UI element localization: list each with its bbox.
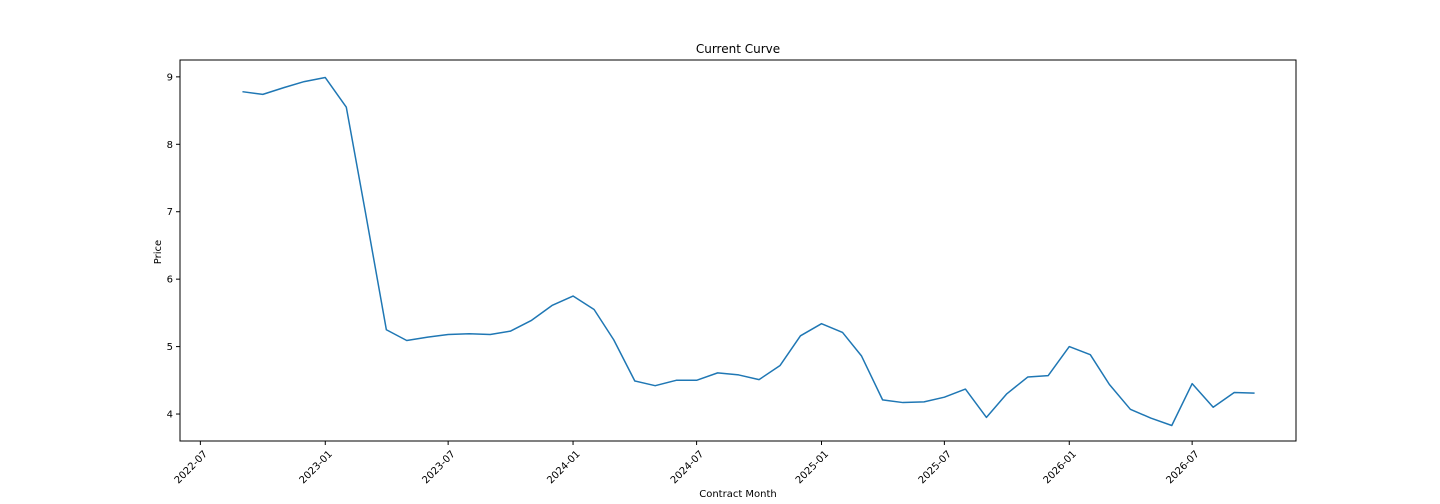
x-axis-label: Contract Month [699,489,777,500]
y-tick-label: 8 [167,140,173,151]
y-tick-label: 4 [167,410,173,421]
y-tick-label: 5 [167,342,173,353]
y-axis-label: Price [153,240,164,264]
y-tick-label: 6 [167,275,173,286]
price-curve-line [242,76,1255,427]
y-axis-ticks: 4 5 6 7 8 9 [167,72,180,421]
chart-title: Current Curve [696,42,780,56]
plot-area-frame [179,59,1297,442]
y-tick-label: 9 [167,72,173,83]
y-tick-label: 7 [167,207,173,218]
